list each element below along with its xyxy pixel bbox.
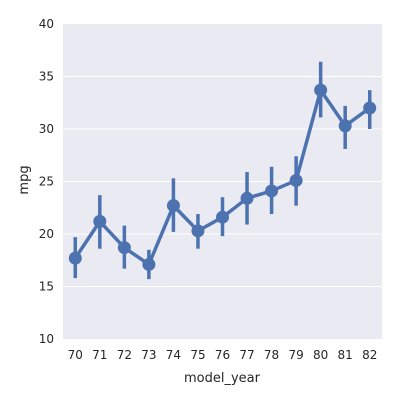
data-point — [117, 241, 131, 255]
x-axis-label: model_year — [184, 371, 261, 386]
y-axis-ticks: 10 15 20 25 30 35 40 — [39, 17, 54, 346]
x-axis-ticks: 70 71 72 73 74 75 76 77 78 79 80 81 82 — [68, 348, 378, 362]
x-tick-label: 70 — [68, 348, 83, 362]
data-point — [289, 173, 303, 187]
x-tick-label: 71 — [92, 348, 107, 362]
x-tick-label: 82 — [362, 348, 377, 362]
data-point — [216, 210, 229, 224]
data-point — [338, 119, 352, 133]
data-point — [240, 191, 254, 205]
y-tick-label: 30 — [39, 122, 54, 136]
y-tick-label: 20 — [39, 227, 54, 241]
x-tick-label: 73 — [141, 348, 156, 362]
y-tick-label: 40 — [39, 17, 54, 31]
data-point — [93, 214, 107, 228]
y-tick-label: 15 — [39, 280, 54, 294]
x-tick-label: 80 — [313, 348, 328, 362]
data-point — [68, 251, 82, 265]
x-tick-label: 77 — [239, 348, 254, 362]
y-tick-label: 25 — [39, 175, 54, 189]
x-tick-label: 79 — [288, 348, 303, 362]
y-axis-label: mpg — [17, 165, 32, 194]
y-tick-label: 35 — [39, 70, 54, 84]
x-tick-label: 76 — [215, 348, 230, 362]
y-tick-label: 10 — [39, 332, 54, 346]
data-point — [142, 257, 156, 271]
series-mpg — [68, 61, 377, 280]
data-point — [265, 184, 279, 198]
data-point — [166, 199, 180, 213]
data-point — [314, 83, 328, 97]
data-point — [363, 101, 377, 115]
x-tick-label: 74 — [166, 348, 181, 362]
data-point — [191, 224, 205, 238]
x-tick-label: 81 — [338, 348, 353, 362]
x-tick-label: 75 — [190, 348, 205, 362]
x-tick-label: 72 — [117, 348, 132, 362]
x-tick-label: 78 — [264, 348, 279, 362]
